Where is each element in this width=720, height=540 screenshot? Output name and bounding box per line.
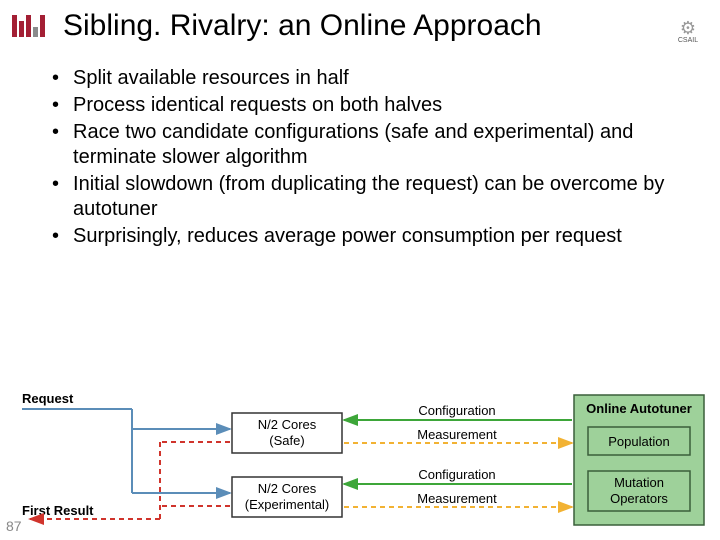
svg-text:Configuration: Configuration (418, 403, 495, 418)
list-item: •Surprisingly, reduces average power con… (52, 224, 688, 249)
svg-text:Operators: Operators (610, 491, 668, 506)
mit-logo (12, 15, 45, 37)
list-item: •Race two candidate configurations (safe… (52, 120, 688, 170)
slide-title: Sibling. Rivalry: an Online Approach (63, 9, 668, 43)
list-item: •Split available resources in half (52, 66, 688, 91)
svg-text:Online Autotuner: Online Autotuner (586, 401, 692, 416)
svg-text:(Experimental): (Experimental) (245, 497, 330, 512)
csail-label: CSAIL (678, 37, 698, 44)
request-label: Request (22, 391, 74, 406)
page-number: 87 (6, 518, 22, 534)
svg-text:Configuration: Configuration (418, 467, 495, 482)
svg-text:Measurement: Measurement (417, 491, 497, 506)
svg-text:N/2 Cores: N/2 Cores (258, 481, 317, 496)
bullet-list: •Split available resources in half •Proc… (0, 48, 720, 261)
svg-text:Mutation: Mutation (614, 475, 664, 490)
list-item: •Initial slowdown (from duplicating the … (52, 172, 688, 222)
svg-text:Population: Population (608, 434, 669, 449)
svg-text:Measurement: Measurement (417, 427, 497, 442)
flow-diagram: Request First Result N/2 Cores (Safe) N/… (12, 385, 708, 530)
list-item: •Process identical requests on both halv… (52, 93, 688, 118)
svg-text:N/2 Cores: N/2 Cores (258, 417, 317, 432)
csail-logo: ⚙ CSAIL (668, 8, 708, 44)
slide-header: Sibling. Rivalry: an Online Approach ⚙ C… (0, 0, 720, 48)
svg-text:(Safe): (Safe) (269, 433, 304, 448)
first-result-label: First Result (22, 503, 94, 518)
